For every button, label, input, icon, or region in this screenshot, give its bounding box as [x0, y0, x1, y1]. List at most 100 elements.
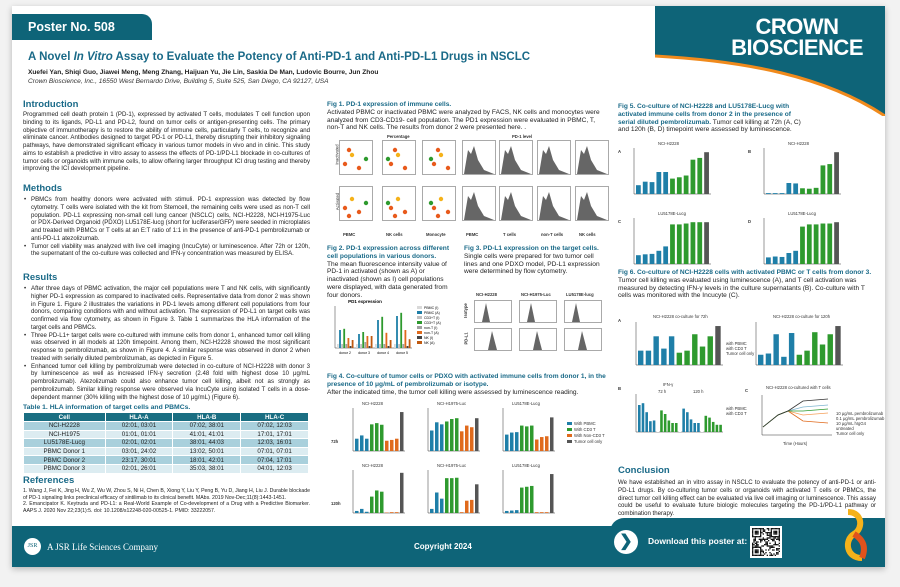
- bar: [668, 336, 675, 365]
- bar: [435, 422, 439, 451]
- bar: [766, 193, 771, 194]
- histogram: [499, 140, 533, 175]
- bar: [711, 421, 715, 432]
- dot-plot: [422, 186, 456, 221]
- bar: [550, 474, 554, 513]
- figure-label: NCI-H1975-Luc: [521, 292, 551, 297]
- figure-label: NCI-H2228: [362, 463, 383, 468]
- fig5-caption: Fig 5. Co-culture of NCI-H2228 and LU517…: [618, 103, 801, 134]
- bar: [663, 172, 669, 194]
- table-cell: 13:02, 50:01: [172, 446, 242, 457]
- figure-label: 120 h: [693, 389, 704, 394]
- figure-label: non-T cells: [541, 232, 564, 237]
- bar: [379, 344, 381, 348]
- bar: [674, 423, 678, 432]
- bar: [834, 222, 839, 264]
- legend-swatch: [417, 306, 422, 309]
- bar: [360, 344, 362, 348]
- figure-label: With CD3 T: [574, 427, 596, 432]
- fig4-caption: Fig 4. Co-culture of tumor cells or PDXO…: [327, 373, 606, 396]
- bar: [505, 434, 509, 451]
- bar: [385, 332, 388, 348]
- bar: [390, 512, 394, 513]
- legend-label: CD3+T (A): [424, 321, 441, 325]
- table-row: PBMC Donor 1 03:01, 24:02 13:02, 50:01 07:0…: [23, 446, 309, 457]
- bar: [820, 223, 826, 264]
- bar: [380, 491, 384, 513]
- bar: [773, 334, 779, 365]
- figure-label: NK cells: [579, 232, 596, 237]
- table-cell: PBMC Donor 2: [23, 455, 106, 465]
- figure-label: D: [748, 219, 752, 224]
- bar: [380, 424, 384, 451]
- bar: [360, 508, 364, 513]
- bar: [656, 172, 662, 194]
- histogram: [564, 328, 602, 351]
- introduction-heading: Introduction: [23, 99, 79, 110]
- bar: [793, 183, 799, 194]
- bar: [435, 492, 439, 513]
- bar: [381, 316, 384, 348]
- references-heading: References: [23, 475, 75, 486]
- bar: [366, 336, 369, 348]
- bar: [400, 472, 404, 513]
- bar: [408, 339, 411, 348]
- fig2-caption: Fig 2. PD-1 expression across different …: [327, 245, 450, 299]
- introduction-text: Programmed cell death protein 1 (PD-1), …: [23, 111, 310, 173]
- bar: [530, 425, 534, 451]
- dot-plot: [382, 186, 416, 221]
- bar-chart: [633, 218, 711, 265]
- table-cell: 38:01, 44:03: [172, 438, 242, 448]
- bar: [375, 490, 379, 513]
- table-cell: 07:04, 17:01: [240, 455, 309, 465]
- figure-label: 72 h: [658, 389, 667, 394]
- figure-label: NCI-H2228: [476, 292, 497, 297]
- bar: [682, 408, 685, 432]
- figure-label: with PBMC: [726, 406, 747, 411]
- bar: [365, 511, 369, 513]
- figure-label: PBMC: [343, 232, 356, 237]
- chevron-right-icon[interactable]: ❯: [614, 530, 638, 554]
- figure-label: C: [618, 219, 622, 224]
- bar-chart: [763, 148, 841, 195]
- figure-label: Time (Hours): [783, 441, 808, 446]
- bar-chart: [352, 470, 405, 514]
- figure-label: 10 μg/mL hIgG4: [836, 421, 866, 426]
- figure-label: LU5178E-Lucg: [788, 211, 816, 216]
- bar: [355, 510, 359, 513]
- bar: [535, 439, 539, 451]
- fig6-caption: Fig 6. Co-culture of NCI-H2228 cells wit…: [618, 267, 876, 301]
- histogram: [519, 328, 557, 351]
- references-list: 1. Wang J, Fei K, Jing H, Wu Z, Wu W, Zh…: [23, 488, 310, 514]
- histogram: [499, 186, 533, 221]
- bar: [781, 356, 787, 365]
- figure-label: Tumor cell only: [574, 439, 603, 444]
- fig6-charts: A NCI-H2228 co-culture for 72h NCI-H2228 c…: [618, 306, 884, 456]
- bar: [638, 405, 641, 432]
- qr-code[interactable]: [750, 526, 782, 558]
- bar: [390, 439, 394, 451]
- bar: [670, 224, 675, 264]
- bar: [772, 193, 778, 194]
- jsr-emblem-icon: JSR: [24, 538, 41, 555]
- bar: [800, 226, 805, 264]
- histogram: [575, 186, 609, 221]
- table-cell: 12:03, 16:01: [240, 438, 309, 448]
- legend-swatch: [567, 440, 572, 443]
- bar: [649, 182, 655, 194]
- bar: [642, 181, 648, 194]
- figure-label: 120h: [331, 501, 341, 506]
- bar: [450, 419, 454, 451]
- download-band[interactable]: ❯ Download this poster at:: [610, 509, 885, 567]
- bar: [663, 246, 669, 264]
- bar: [693, 423, 697, 432]
- bar: [545, 512, 549, 513]
- bar: [678, 431, 682, 432]
- bar: [697, 222, 703, 264]
- dot-plot: [339, 186, 373, 221]
- bar: [440, 424, 444, 451]
- table-header: HLA-B: [172, 412, 242, 422]
- bar: [540, 437, 544, 451]
- histogram: [537, 140, 571, 175]
- bar: [676, 352, 683, 365]
